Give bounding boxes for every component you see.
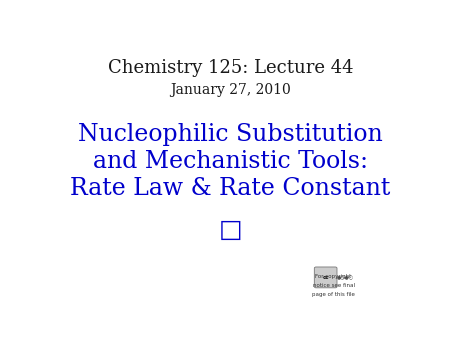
Text: and Mechanistic Tools:: and Mechanistic Tools: [93,150,368,173]
Text: cc: cc [322,275,329,280]
Text: notice see final: notice see final [312,283,355,288]
Text: Rate Law & Rate Constant: Rate Law & Rate Constant [71,177,391,200]
Text: page of this file: page of this file [312,292,355,297]
Text: Chemistry 125: Lecture 44: Chemistry 125: Lecture 44 [108,59,353,77]
Text: □: □ [219,219,243,242]
Text: For copyright: For copyright [315,273,351,279]
FancyBboxPatch shape [314,267,337,288]
Text: Nucleophilic Substitution: Nucleophilic Substitution [78,123,383,146]
Text: January 27, 2010: January 27, 2010 [170,83,291,97]
Text: ●○●○: ●○●○ [337,275,354,280]
